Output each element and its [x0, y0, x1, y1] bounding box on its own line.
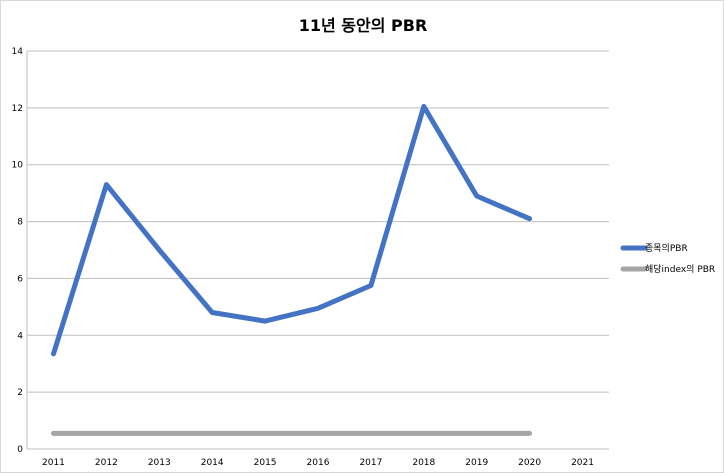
chart-title: 11년 동안의 PBR — [299, 16, 428, 35]
legend: 종목의PBR 해당index의 PBR — [623, 243, 715, 275]
y-tick-label: 6 — [17, 274, 23, 284]
y-tick-label: 10 — [12, 161, 24, 171]
y-tick-label: 8 — [17, 218, 23, 228]
y-tick-label: 2 — [17, 388, 23, 398]
x-tick-label: 2016 — [307, 458, 330, 468]
y-tick-label: 4 — [17, 331, 23, 341]
legend-label: 해당index의 PBR — [645, 264, 715, 275]
x-tick-label: 2012 — [95, 458, 118, 468]
x-tick-label: 2021 — [571, 458, 594, 468]
legend-label: 종목의PBR — [645, 243, 688, 254]
x-tick-label: 2018 — [412, 458, 435, 468]
gridlines — [27, 51, 609, 449]
y-tick-label: 0 — [17, 445, 23, 455]
x-tick-label: 2017 — [359, 458, 382, 468]
x-tick-label: 2015 — [254, 458, 277, 468]
x-tick-label: 2013 — [148, 458, 171, 468]
x-tick-label: 2019 — [465, 458, 488, 468]
y-tick-label: 14 — [12, 47, 24, 57]
y-tick-label: 12 — [12, 104, 23, 114]
x-tick-label: 2011 — [42, 458, 65, 468]
series-lines — [53, 106, 529, 433]
axes: 0 2 4 6 8 10 12 14 2011 2012 2013 2014 2015 2016 2017 2… — [12, 47, 594, 468]
x-tick-label: 2020 — [518, 458, 541, 468]
x-tick-label: 2014 — [201, 458, 224, 468]
series-line-1 — [54, 106, 530, 353]
